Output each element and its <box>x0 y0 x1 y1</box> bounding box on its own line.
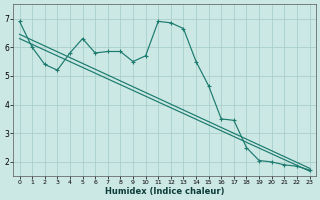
X-axis label: Humidex (Indice chaleur): Humidex (Indice chaleur) <box>105 187 224 196</box>
